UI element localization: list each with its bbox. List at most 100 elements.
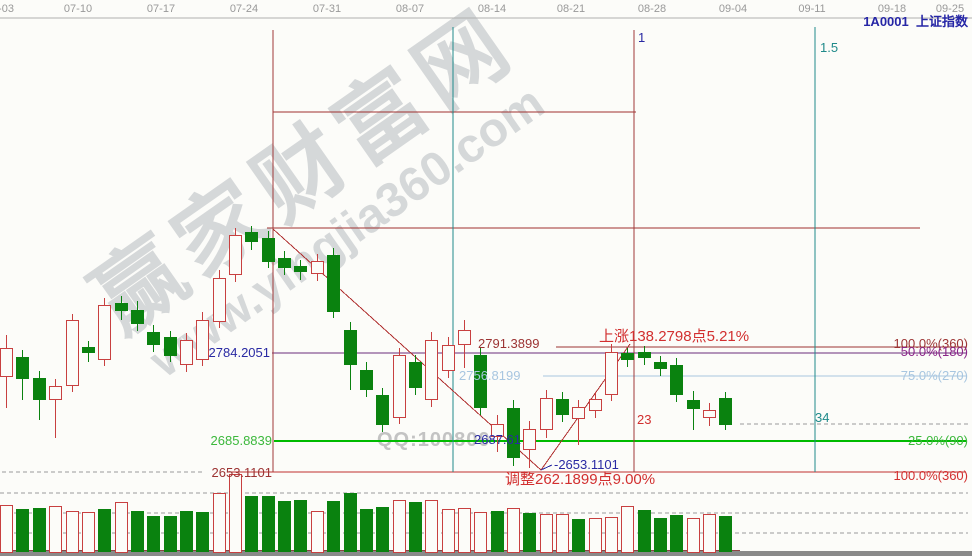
candle-wick [578,400,579,445]
candle [98,305,111,360]
candle [294,266,307,272]
volume-bar [687,518,700,553]
candle [409,362,422,388]
marker-label: 1 [638,30,646,45]
candle [360,370,373,390]
date-label: 09-18 [877,3,907,15]
volume-bar [327,501,340,552]
date-label: 08-28 [637,3,667,15]
candle-wick [693,391,694,430]
fib-label: 100.0%(360) [893,468,968,483]
date-label: 08-21 [556,3,586,15]
watermark: 赢家财富网 www.yingjia360.com [75,0,555,388]
volume-bar [360,509,373,552]
candle [605,352,618,395]
symbol-code: 1A0001 [863,14,909,29]
candle [425,340,438,400]
symbol-title: 1A0001 上证指数 [863,11,968,30]
volume-bar [180,511,193,552]
volume-bar [147,516,160,552]
volume-bar [638,510,651,552]
price-level-label: 2687.61 [474,432,521,447]
volume-bar [164,516,177,552]
volume-bar [33,508,46,552]
volume-bar [491,511,504,552]
candle [262,238,275,262]
candle [540,398,553,430]
volume-bar [49,506,62,553]
price-level-label: 2685.8839 [210,433,272,448]
price-level-label: 2756.8199 [459,368,521,383]
marker-label: 1.5 [820,40,839,55]
price-level-label: 2653.1101 [211,465,273,480]
candle [491,424,504,437]
candle-wick [55,379,56,438]
volume-bar [703,514,716,553]
candle [196,320,209,360]
candle [327,255,340,312]
candle [33,378,46,400]
volume-bar [474,512,487,553]
candle [49,386,62,400]
volume-bar [16,509,29,552]
candle [687,400,700,409]
candle [66,320,79,386]
candle [458,330,471,345]
candle [556,399,569,415]
candle [278,258,291,268]
marker-label: 23 [637,412,652,427]
volume-bar [82,512,95,553]
date-label: 09-11 [798,3,826,15]
volume-bar [262,496,275,552]
volume-bar [670,515,683,552]
candle [589,399,602,411]
volume-bar [0,505,13,553]
volume-bar [409,502,422,552]
fib-label: 75.0%(270) [900,368,968,383]
candle [507,408,520,458]
trendline [540,464,553,471]
candle [311,261,324,274]
date-label: 07-31 [312,3,342,15]
volume-bar [376,507,389,552]
volume-bar [393,500,406,553]
candle [213,278,226,322]
candle [442,345,455,371]
candle [115,303,128,311]
candle [229,235,242,275]
candle [0,348,13,377]
volume-bar [621,506,634,553]
candle [393,355,406,418]
volume-bar [605,517,618,553]
candle [523,429,536,450]
volume-bar [213,493,226,553]
volume-bar [278,501,291,552]
volume-bar [196,512,209,552]
volume-bar [556,514,569,553]
annotation-label: 调整262.1899点9.00% [505,471,656,488]
date-label: 08-14 [477,3,507,15]
volume-bar [229,474,242,553]
watermark-site: www.yingjia360.com [140,76,555,388]
candle [180,340,193,365]
price-level-label: 2784.2051 [208,345,270,360]
candle [245,232,258,242]
volume-bar [294,500,307,552]
volume-bar [719,516,732,552]
fib-label: 100.0%(360) [893,336,968,351]
candle [638,352,651,358]
date-label: 07-17 [146,3,176,15]
candle [719,398,732,425]
volume-bar [115,502,128,553]
price-level-label: 2791.3899 [478,336,540,351]
volume-bar [442,509,455,553]
date-label: 07-10 [63,3,93,15]
symbol-name: 上证指数 [915,14,968,29]
candle [703,410,716,418]
candle [16,357,29,379]
candle [164,337,177,356]
candle [376,395,389,425]
volume-bar [131,511,144,552]
